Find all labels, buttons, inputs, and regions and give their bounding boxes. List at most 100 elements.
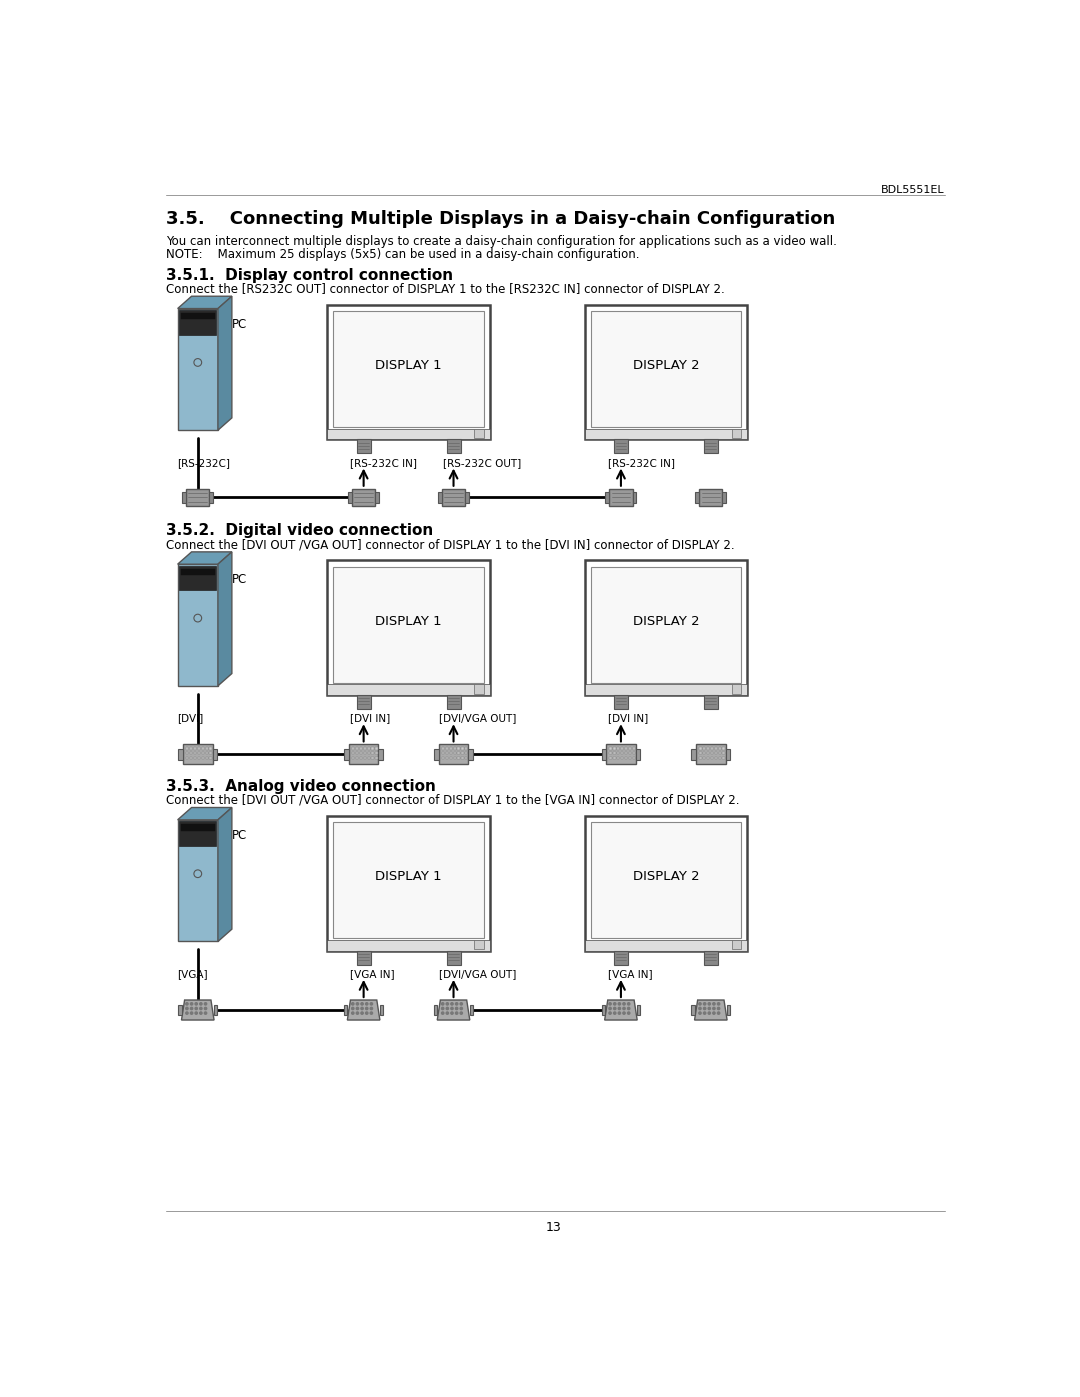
Bar bbox=[723, 492, 727, 503]
Circle shape bbox=[699, 1007, 701, 1010]
Bar bbox=[352, 489, 375, 506]
Bar bbox=[703, 757, 705, 759]
Bar bbox=[179, 310, 216, 335]
Circle shape bbox=[450, 1011, 454, 1014]
Bar bbox=[723, 752, 725, 754]
Bar bbox=[186, 489, 210, 506]
Bar bbox=[609, 757, 611, 759]
Bar bbox=[469, 749, 473, 760]
Bar bbox=[183, 492, 186, 503]
Bar bbox=[178, 1004, 181, 1016]
Bar bbox=[198, 752, 200, 754]
Bar bbox=[584, 305, 747, 440]
Circle shape bbox=[609, 1003, 611, 1004]
Bar bbox=[625, 757, 627, 759]
Polygon shape bbox=[177, 807, 232, 820]
Bar bbox=[633, 752, 635, 754]
Bar bbox=[726, 749, 730, 760]
Bar bbox=[703, 747, 705, 750]
Bar bbox=[691, 749, 697, 760]
Bar bbox=[190, 757, 192, 759]
Text: You can interconnect multiple displays to create a daisy-chain configuration for: You can interconnect multiple displays t… bbox=[166, 236, 837, 249]
Bar bbox=[442, 489, 465, 506]
Bar bbox=[625, 747, 627, 750]
Text: DISPLAY 1: DISPLAY 1 bbox=[375, 359, 442, 372]
Bar bbox=[613, 440, 627, 453]
Bar bbox=[356, 696, 370, 708]
Bar bbox=[334, 567, 484, 683]
Bar bbox=[442, 757, 444, 759]
Bar bbox=[636, 749, 640, 760]
Bar bbox=[461, 757, 463, 759]
Circle shape bbox=[627, 1011, 630, 1014]
Text: [DVI/VGA OUT]: [DVI/VGA OUT] bbox=[438, 714, 516, 724]
Circle shape bbox=[186, 1011, 188, 1014]
Bar bbox=[465, 752, 468, 754]
Bar bbox=[613, 747, 616, 750]
Bar bbox=[606, 745, 636, 764]
Circle shape bbox=[365, 1011, 368, 1014]
Polygon shape bbox=[218, 296, 232, 430]
Circle shape bbox=[195, 1011, 198, 1014]
Bar bbox=[442, 752, 444, 754]
Bar bbox=[715, 752, 717, 754]
Bar bbox=[591, 312, 741, 427]
Bar bbox=[210, 752, 212, 754]
Bar bbox=[699, 752, 702, 754]
Bar bbox=[617, 757, 619, 759]
Bar bbox=[179, 566, 216, 591]
Text: 3.5.2.  Digital video connection: 3.5.2. Digital video connection bbox=[166, 524, 433, 538]
Bar bbox=[591, 567, 741, 683]
Bar bbox=[446, 752, 448, 754]
Bar bbox=[707, 752, 710, 754]
Circle shape bbox=[609, 1011, 611, 1014]
Bar bbox=[584, 429, 747, 440]
Circle shape bbox=[623, 1003, 625, 1004]
Bar bbox=[442, 747, 444, 750]
Bar bbox=[352, 747, 354, 750]
Bar bbox=[696, 492, 699, 503]
Text: PC: PC bbox=[232, 317, 247, 331]
Text: DISPLAY 1: DISPLAY 1 bbox=[375, 870, 442, 883]
Bar bbox=[474, 940, 484, 949]
Polygon shape bbox=[605, 1000, 637, 1020]
Bar bbox=[454, 747, 456, 750]
Circle shape bbox=[623, 1011, 625, 1014]
Text: [VGA IN]: [VGA IN] bbox=[350, 970, 395, 979]
Bar bbox=[178, 749, 183, 760]
Bar bbox=[356, 757, 359, 759]
Circle shape bbox=[627, 1003, 630, 1004]
Bar bbox=[327, 940, 490, 951]
Bar bbox=[732, 429, 741, 437]
Polygon shape bbox=[348, 1000, 380, 1020]
Text: [DVI/VGA OUT]: [DVI/VGA OUT] bbox=[438, 970, 516, 979]
Bar bbox=[613, 951, 627, 964]
Circle shape bbox=[361, 1003, 363, 1004]
Bar bbox=[327, 429, 490, 440]
Circle shape bbox=[200, 1003, 202, 1004]
Bar bbox=[458, 747, 460, 750]
Polygon shape bbox=[177, 309, 218, 430]
Bar bbox=[474, 429, 484, 437]
Bar bbox=[356, 747, 359, 750]
Circle shape bbox=[370, 1003, 373, 1004]
Circle shape bbox=[446, 1007, 448, 1010]
Circle shape bbox=[713, 1003, 715, 1004]
Bar bbox=[718, 757, 721, 759]
Circle shape bbox=[703, 1011, 706, 1014]
Bar bbox=[194, 747, 197, 750]
Bar bbox=[194, 757, 197, 759]
Bar bbox=[449, 747, 451, 750]
Circle shape bbox=[627, 1007, 630, 1010]
Bar bbox=[609, 489, 633, 506]
Bar bbox=[352, 757, 354, 759]
Circle shape bbox=[717, 1011, 719, 1014]
Bar bbox=[606, 492, 609, 503]
Bar bbox=[364, 757, 366, 759]
Bar bbox=[367, 747, 369, 750]
Bar bbox=[180, 313, 215, 320]
Bar bbox=[180, 569, 215, 576]
Bar bbox=[602, 749, 606, 760]
Bar bbox=[202, 757, 204, 759]
Bar bbox=[449, 752, 451, 754]
